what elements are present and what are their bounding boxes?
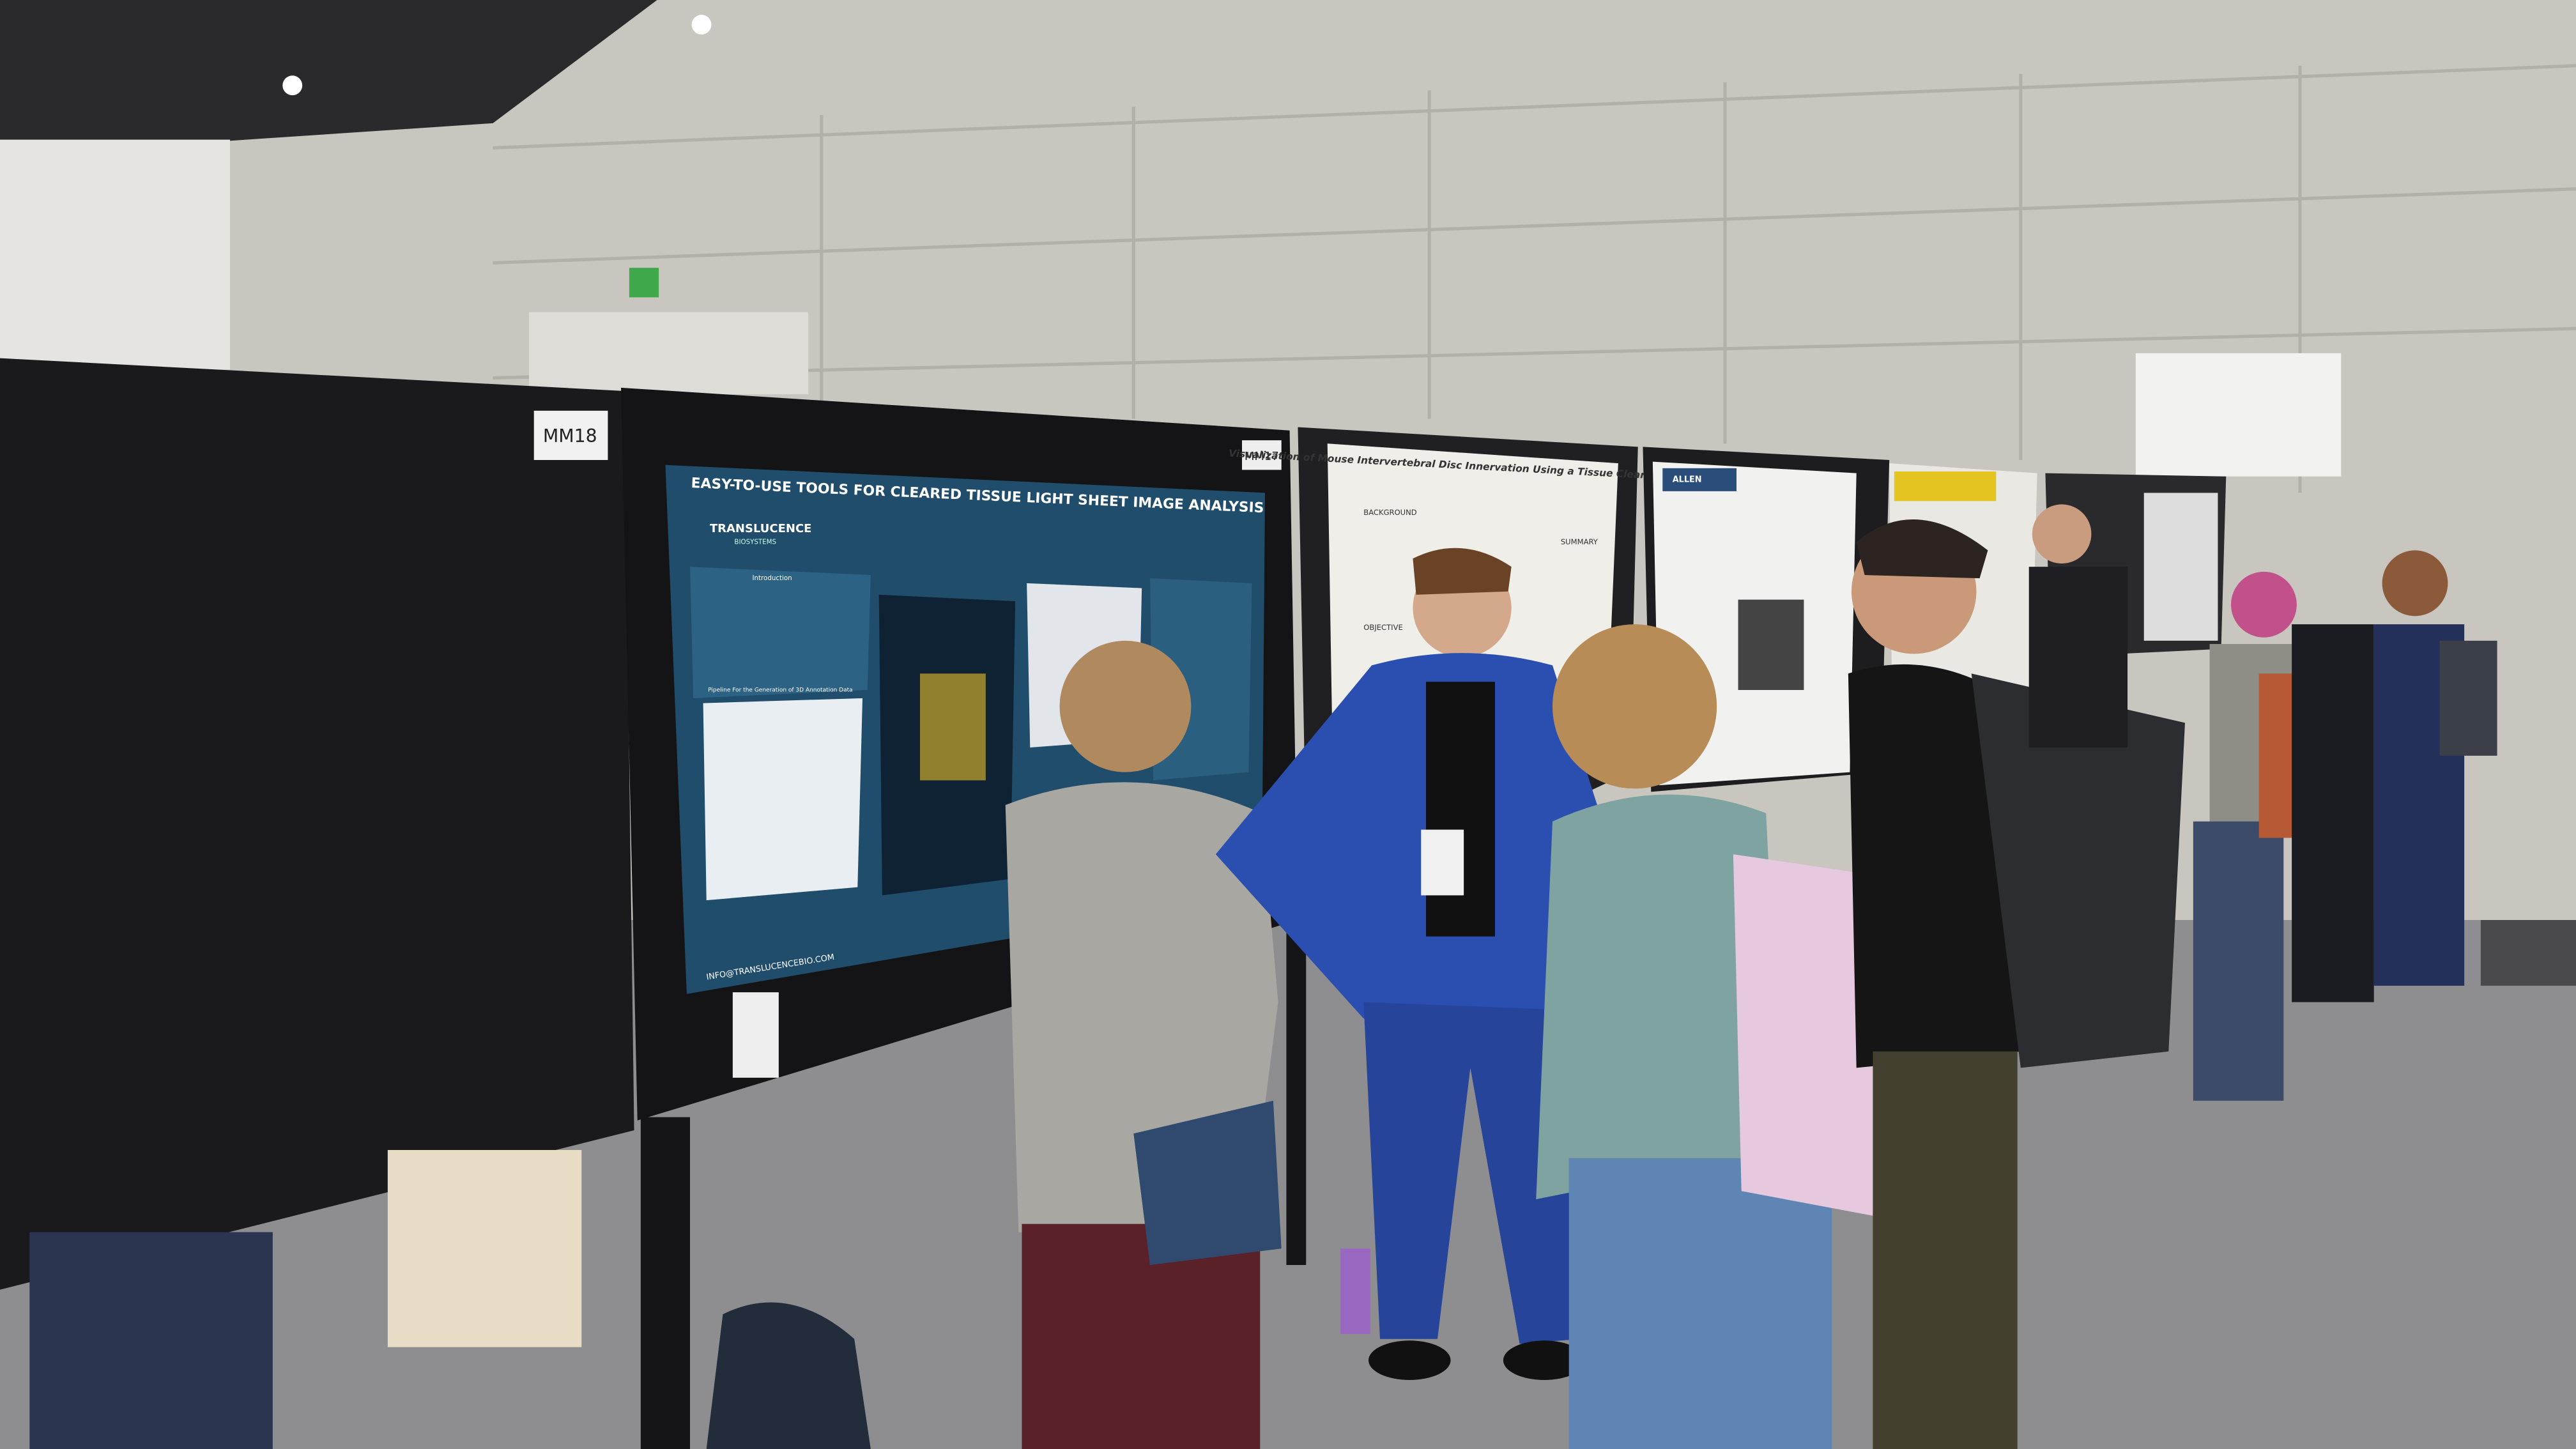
- poster-section: OBJECTIVE: [1363, 623, 1403, 632]
- poster-brand: TRANSLUCENCE: [710, 522, 812, 535]
- poster-brand-sub: BIOSYSTEMS: [734, 539, 776, 546]
- opening: [529, 312, 809, 395]
- backpack: [2439, 640, 2497, 756]
- shoe: [1368, 1340, 1451, 1380]
- board-sign-label: MM17: [1245, 450, 1279, 463]
- poster-figure: [703, 698, 862, 901]
- person-hair: [2382, 550, 2448, 617]
- poster-section: Introduction: [752, 574, 792, 582]
- ceiling-light: [282, 75, 303, 96]
- backpack-on-floor: [706, 1302, 871, 1449]
- person-pants: [1873, 1051, 2018, 1449]
- person-hair: [1856, 519, 1988, 579]
- person-hair: [1413, 548, 1512, 595]
- poster-board: [0, 358, 634, 1290]
- poster-brand: ALLEN: [1673, 475, 1702, 484]
- poster-section: Pipeline For the Generation of 3D Annota…: [708, 687, 852, 694]
- black-backpack: [1971, 673, 2185, 1068]
- board-sign: [533, 410, 608, 460]
- person-trousers: [1363, 1002, 1581, 1344]
- doorway: [0, 139, 230, 370]
- badge: [1421, 829, 1464, 896]
- qr-card: [732, 992, 779, 1078]
- person-jeans: [2193, 821, 2284, 1101]
- person-jeans: [1568, 1158, 1832, 1449]
- ceiling: [0, 0, 657, 157]
- chair: [2480, 920, 2576, 986]
- person-shirt: [1848, 664, 2021, 1068]
- board-leg: [640, 1117, 690, 1449]
- poster-heatmap: [920, 673, 986, 781]
- board-leg: [1286, 920, 1307, 1265]
- shoe: [1503, 1340, 1586, 1380]
- person-suit: [2028, 567, 2128, 747]
- person-legs: [29, 1232, 273, 1449]
- person-pants: [1022, 1223, 1261, 1449]
- poster: [2143, 493, 2218, 641]
- person-head: [1059, 640, 1192, 772]
- poster-section: SUMMARY: [1561, 537, 1598, 546]
- poster-figure: [1738, 599, 1804, 690]
- poster-panel: [690, 567, 871, 698]
- person: [2292, 624, 2374, 1002]
- person-suit: [1215, 653, 1618, 1052]
- exit-sign: [629, 268, 659, 298]
- board-sign: [1242, 440, 1282, 470]
- wall-seams: [493, 64, 2576, 493]
- person-hoodie: [1536, 794, 1782, 1200]
- person-hair: [1552, 624, 1717, 789]
- person-hair: [2231, 571, 2297, 638]
- shoulder-bag: [1133, 1100, 1282, 1265]
- window-panel: [2135, 353, 2342, 477]
- poster-header: [1662, 468, 1736, 491]
- ceiling-light: [691, 15, 712, 34]
- poster-section: BACKGROUND: [1363, 508, 1417, 517]
- poster-header: [1894, 471, 1997, 502]
- water-bottle: [1340, 1248, 1370, 1334]
- person-shirt: [387, 1150, 582, 1347]
- person-shirt: [1426, 682, 1495, 937]
- board-sign-label: MM18: [543, 425, 597, 447]
- person-head: [2032, 504, 2092, 564]
